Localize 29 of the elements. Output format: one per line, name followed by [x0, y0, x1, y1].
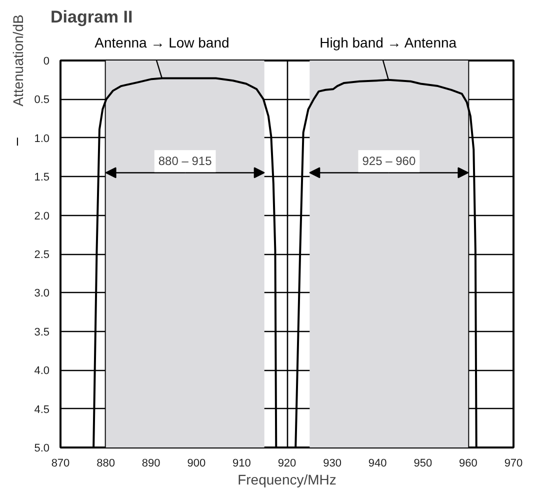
x-tick-label: 940: [368, 458, 387, 470]
band-label: 925 – 960: [362, 154, 416, 168]
x-tick-label: 890: [142, 458, 160, 470]
x-tick-label: 950: [414, 458, 432, 470]
y-tick-label: 5.0: [34, 442, 50, 454]
y-tick-label: 3.0: [34, 288, 50, 300]
y-tick-label: 4.5: [34, 404, 50, 416]
text: Antenna → Low band: [94, 34, 230, 50]
y-tick-label: 3.5: [34, 326, 50, 338]
chart-title: Diagram II: [50, 8, 133, 26]
y-tick-label: 2.0: [34, 210, 50, 222]
x-tick-label: 910: [232, 458, 251, 470]
x-tick-label: 960: [459, 458, 478, 470]
x-axis-title: Frequency/MHz: [238, 472, 336, 488]
y-tick-label: 0.5: [34, 94, 50, 106]
x-tick-label: 900: [187, 458, 206, 470]
text: High band → Antenna: [320, 34, 457, 50]
x-tick-label: 930: [323, 458, 342, 470]
y-tick-label: 2.5: [34, 249, 50, 261]
band-label: 880 – 915: [158, 154, 212, 168]
x-tick-label: 920: [278, 458, 296, 470]
x-tick-label: 870: [51, 458, 70, 470]
x-tick-label: 880: [96, 458, 115, 470]
y-tick-label: 1.0: [34, 132, 50, 145]
y-axis-title: Attenuation/dB: [10, 14, 26, 106]
y-tick-label: 1.5: [34, 172, 50, 184]
x-tick-label: 970: [504, 458, 523, 470]
y-tick-label: 4.0: [34, 365, 50, 378]
y-tick-label: 0: [43, 56, 50, 68]
